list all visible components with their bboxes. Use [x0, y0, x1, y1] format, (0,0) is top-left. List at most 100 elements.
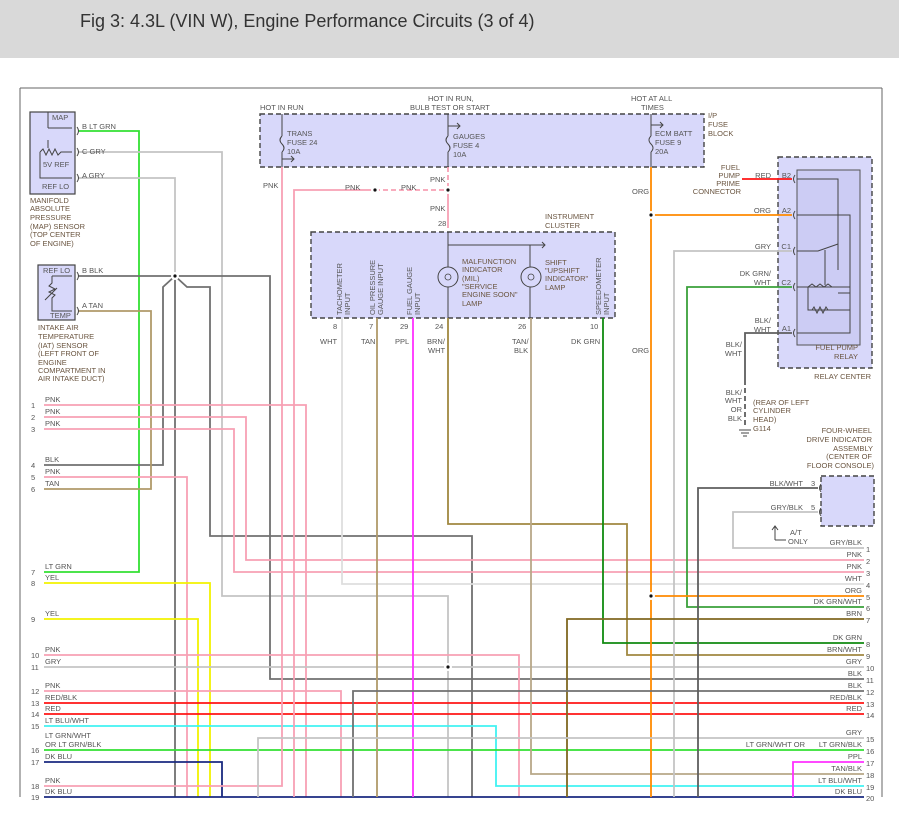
- ground-location: HEAD): [753, 415, 777, 424]
- right-pin-number: 17: [866, 759, 874, 768]
- connector-pin-icon: [76, 271, 79, 281]
- right-pin-number: 12: [866, 688, 874, 697]
- fuse-gauges: 10A: [453, 150, 466, 159]
- connector-pin-icon: [793, 328, 796, 338]
- hot-bulb-label-2: BULB TEST OR START: [410, 103, 490, 112]
- left-pin-wire-label: PNK: [45, 395, 60, 404]
- pin-label: 3: [811, 479, 815, 488]
- right-pin-wire-label: LT GRN/BLK: [819, 740, 862, 749]
- fuel-pump-relay-label: RELAY: [834, 352, 858, 361]
- left-pin-wire-label: DK BLU: [45, 752, 72, 761]
- svg-text:INTAKE AIR: INTAKE AIR: [38, 323, 79, 332]
- wire-label: BLK/: [726, 340, 743, 349]
- page-title: Fig 3: 4.3L (VIN W), Engine Performance …: [80, 11, 535, 31]
- svg-text:COMPARTMENT IN: COMPARTMENT IN: [38, 366, 106, 375]
- tachometer-input-label: TACHOMETER: [335, 262, 344, 315]
- svg-text:FOUR-WHEEL: FOUR-WHEEL: [822, 426, 872, 435]
- wire-gry: [673, 250, 792, 797]
- svg-text:OF ENGINE): OF ENGINE): [30, 239, 74, 248]
- right-pin-wire-label: DK GRN: [833, 633, 862, 642]
- instrument-cluster: [310, 231, 616, 319]
- left-pin-number: 2: [31, 413, 35, 422]
- right-pin-wire-label: BRN/WHT: [827, 645, 862, 654]
- wire-label: WHT: [428, 346, 445, 355]
- left-pin-number: 18: [31, 782, 39, 791]
- shift-lamp-label: SHIFT "UPSHIFT INDICATOR" LAMP: [545, 258, 589, 292]
- right-pin-wire-label: BLK: [848, 669, 862, 678]
- wire-label: TAN/: [512, 337, 529, 346]
- wire-blk-wht: [744, 332, 792, 380]
- wire-dk-grn: [602, 318, 864, 644]
- wire-label: ORG: [632, 346, 649, 355]
- ip-fuse-block: [259, 113, 705, 168]
- svg-text:ENGINE SOON": ENGINE SOON": [462, 290, 518, 299]
- oil-pressure-input-label: GAUGE INPUT: [376, 263, 385, 315]
- svg-text:PRIME: PRIME: [716, 179, 740, 188]
- wire-brn: [566, 618, 864, 797]
- fuel-pump-relay-label: FUEL PUMP: [815, 343, 858, 352]
- fuel-gauge-input-label: INPUT: [413, 292, 422, 315]
- lamp-filament-icon: [527, 273, 535, 281]
- wire-label: WHT: [754, 325, 771, 334]
- splice-dot: [446, 188, 450, 192]
- svg-text:MANIFOLD: MANIFOLD: [30, 196, 69, 205]
- wire-blk: [352, 690, 864, 797]
- wire-label: BLK/: [726, 388, 743, 397]
- ref-lo-pin-label: REF LO: [43, 266, 70, 275]
- right-pin-wire-label: DK GRN/WHT: [814, 597, 863, 606]
- thermistor-icon: [44, 275, 72, 312]
- four-wheel-drive-assembly-name: FOUR-WHEEL DRIVE INDICATOR ASSEMBLY (CEN…: [806, 426, 874, 470]
- lamp-icon: [520, 266, 542, 288]
- wire-pnk: [44, 690, 342, 797]
- at-only-label: A/T: [790, 528, 802, 537]
- wire-label: BLK: [514, 346, 528, 355]
- left-pin-number: 11: [31, 663, 39, 672]
- wire-pnk: [44, 476, 188, 797]
- four-wheel-drive-indicator-assembly: [820, 475, 875, 527]
- fuse-gauges: FUSE 4: [453, 141, 479, 150]
- left-pin-wire-label: PNK: [45, 407, 60, 416]
- wire-gry: [257, 737, 864, 797]
- 5v-ref-pin-label: 5V REF: [43, 160, 70, 169]
- svg-text:LAMP: LAMP: [545, 283, 565, 292]
- fuse-trans: FUSE 24: [287, 138, 317, 147]
- right-pin-wire-label: DK BLU: [835, 787, 862, 796]
- connector-pin-icon: [793, 210, 796, 220]
- wire-label: BRN/: [427, 337, 446, 346]
- splice-dot: [649, 594, 653, 598]
- right-pin-number: 20: [866, 794, 874, 803]
- right-pin-number: 4: [866, 581, 870, 590]
- right-pin-number: 11: [866, 676, 874, 685]
- svg-text:(TOP CENTER: (TOP CENTER: [30, 230, 81, 239]
- fuel-gauge-input-label: FUEL GAUGE: [405, 267, 414, 315]
- wire-label: RED: [755, 171, 771, 180]
- wire-label: ORG: [754, 206, 771, 215]
- pin-label: C2: [781, 278, 791, 287]
- right-pin-number: 9: [866, 652, 870, 661]
- wire-pnk: [44, 428, 864, 573]
- hot-all-times-label: HOT AT ALL: [631, 94, 672, 103]
- fuse-ecm-batt: 20A: [655, 147, 668, 156]
- left-pin-number: 7: [31, 568, 35, 577]
- connector-pin-icon: [76, 147, 79, 157]
- wire-label: B LT GRN: [82, 122, 116, 131]
- wire-gry: [732, 511, 864, 549]
- map-sensor-name: MANIFOLD ABSOLUTE PRESSURE (MAP) SENSOR …: [30, 196, 86, 248]
- left-pin-wire-label: BLK: [45, 455, 59, 464]
- svg-text:FLOOR CONSOLE): FLOOR CONSOLE): [807, 461, 875, 470]
- pin-number: 7: [369, 322, 373, 331]
- wire-pnk: [293, 189, 375, 797]
- right-pin-number: 2: [866, 557, 870, 566]
- left-pin-number: 16: [31, 746, 39, 755]
- pin-number: 10: [590, 322, 598, 331]
- left-pin-number: 14: [31, 710, 39, 719]
- svg-text:FUEL: FUEL: [721, 163, 740, 172]
- right-pin-number: 18: [866, 771, 874, 780]
- wire-label: PNK: [345, 183, 360, 192]
- splice-dot: [373, 188, 377, 192]
- right-pin-number: 15: [866, 735, 874, 744]
- temp-pin-label: TEMP: [50, 311, 71, 320]
- connector-pin-icon: [76, 126, 79, 136]
- fuse-gauges: GAUGES: [453, 132, 485, 141]
- right-pin-wire-label: PNK: [847, 562, 862, 571]
